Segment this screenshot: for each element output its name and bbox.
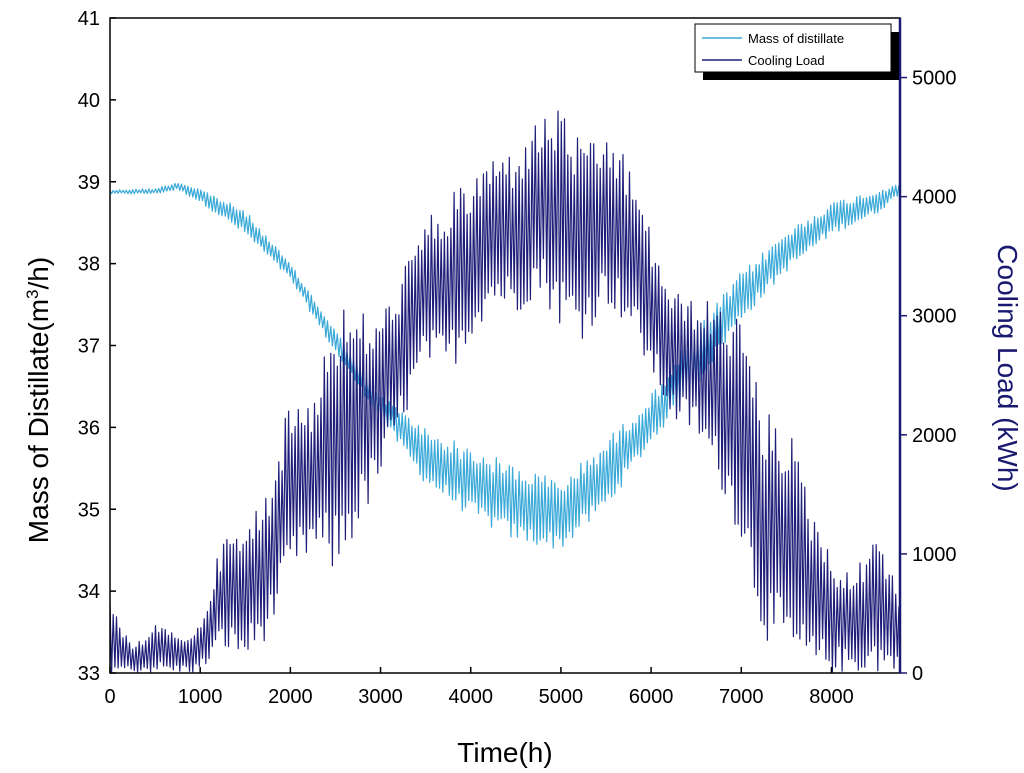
left-tick-label: 35 xyxy=(78,499,100,521)
left-tick-label: 40 xyxy=(78,90,100,112)
x-tick-label: 1000 xyxy=(178,686,223,708)
left-y-axis: 33 34 35 36 37 38 39 40 41 xyxy=(78,8,116,685)
right-tick-label: 2000 xyxy=(912,425,957,447)
x-tick-label: 3000 xyxy=(358,686,403,708)
left-tick-label: 36 xyxy=(78,417,100,439)
left-tick-label: 38 xyxy=(78,254,100,276)
legend-label-mass-of-distillate: Mass of distillate xyxy=(748,31,844,46)
left-tick-label: 37 xyxy=(78,336,100,358)
right-tick-label: 3000 xyxy=(912,306,957,328)
left-y-axis-title: Mass of Distillate(m3/h) xyxy=(23,257,54,543)
right-tick-label: 5000 xyxy=(912,68,957,90)
left-y-axis-title-sup: 3 xyxy=(23,289,42,298)
legend-box xyxy=(694,23,892,73)
left-tick-label: 34 xyxy=(78,581,100,603)
x-axis: 0 1000 2000 3000 4000 5000 6000 7000 8000 xyxy=(104,667,854,708)
x-tick-label: 0 xyxy=(104,686,115,708)
right-y-axis-title: Cooling Load (kWh) xyxy=(992,244,1023,491)
left-y-axis-title-pre: Mass of Distillate(m xyxy=(23,299,54,543)
x-tick-label: 4000 xyxy=(448,686,493,708)
right-tick-label: 4000 xyxy=(912,187,957,209)
x-tick-label: 2000 xyxy=(268,686,313,708)
legend-label-cooling-load: Cooling Load xyxy=(748,53,825,68)
left-y-axis-title-post: /h) xyxy=(23,257,54,290)
x-tick-label: 6000 xyxy=(629,686,674,708)
x-tick-label: 8000 xyxy=(809,686,854,708)
right-tick-label: 1000 xyxy=(912,544,957,566)
series-layer xyxy=(110,110,900,673)
left-tick-label: 33 xyxy=(78,663,100,685)
right-y-axis: 0 1000 2000 3000 4000 5000 xyxy=(900,68,957,685)
left-tick-label: 41 xyxy=(78,8,100,30)
x-axis-title: Time(h) xyxy=(457,737,552,768)
series-cooling-load xyxy=(110,110,900,673)
x-tick-label: 7000 xyxy=(719,686,764,708)
right-tick-label: 0 xyxy=(912,663,923,685)
series-mass-of-distillate xyxy=(110,182,900,549)
x-tick-label: 5000 xyxy=(539,686,584,708)
left-tick-label: 39 xyxy=(78,172,100,194)
legend: Mass of distillate Cooling Load xyxy=(694,23,899,80)
